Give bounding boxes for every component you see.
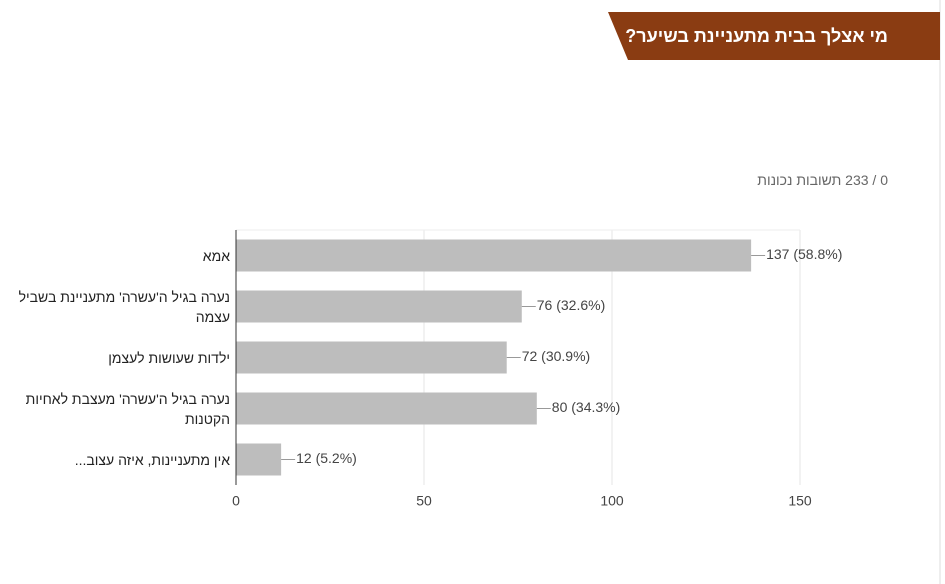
category-label: אין מתעניינות, איזה עצוב... — [74, 451, 230, 468]
value-label: 72 (30.9%) — [522, 348, 590, 364]
title-banner — [608, 12, 940, 60]
value-label: 76 (32.6%) — [537, 297, 605, 313]
category-label: אמא — [202, 247, 230, 264]
x-tick-label: 100 — [600, 493, 624, 509]
chart-subtitle: 0 / 233 תשובות נכונות — [757, 172, 888, 188]
value-label: 80 (34.3%) — [552, 399, 620, 415]
x-tick-label: 0 — [232, 493, 240, 509]
bar — [236, 341, 507, 374]
bar — [236, 290, 522, 323]
category-label: נערה בגיל ה'עשרה' מתעניינת בשביל עצמה — [18, 288, 230, 325]
x-tick-label: 50 — [416, 493, 432, 509]
x-tick-label: 150 — [788, 493, 812, 509]
bar — [236, 239, 752, 272]
value-label: 12 (5.2%) — [296, 450, 357, 466]
bar — [236, 443, 282, 476]
category-label: נערה בגיל ה'עשרה' מעצבת לאחיות הקטנות — [25, 390, 230, 427]
bar — [236, 392, 537, 425]
chart-title: מי אצלך בבית מתעניינת בשיער? — [625, 26, 888, 46]
value-label: 137 (58.8%) — [766, 246, 842, 262]
category-label: ילדות שעושות לעצמן — [108, 349, 230, 366]
